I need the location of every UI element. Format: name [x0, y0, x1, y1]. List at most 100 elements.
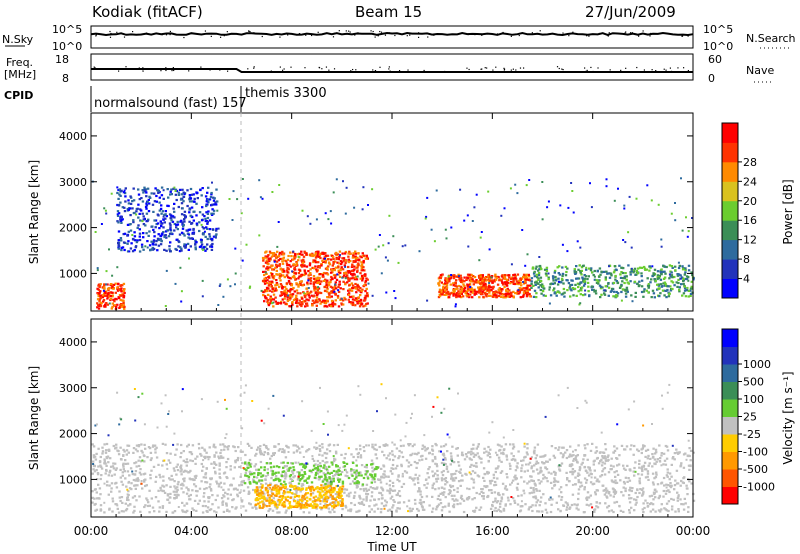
- heatmap-cell: [470, 287, 473, 290]
- heatmap-cell: [117, 288, 121, 291]
- heatmap-cell: [608, 265, 610, 268]
- heatmap-cell: [475, 279, 478, 282]
- heatmap-cell: [314, 299, 317, 302]
- heatmap-cell: [153, 219, 156, 222]
- heatmap-cell: [364, 487, 368, 490]
- nave-dot: [142, 67, 144, 69]
- heatmap-cell: [541, 461, 544, 464]
- heatmap-cell: [205, 467, 208, 470]
- heatmap-cell: [444, 443, 448, 446]
- heatmap-cell: [622, 494, 625, 497]
- heatmap-cell: [601, 484, 604, 487]
- heatmap-cell: [655, 473, 658, 476]
- heatmap-cell: [598, 267, 602, 270]
- nsearch-dot: [614, 32, 617, 34]
- heatmap-cell: [287, 264, 290, 267]
- heatmap-cell: [348, 301, 351, 304]
- heatmap-cell: [362, 305, 365, 308]
- heatmap-cell: [531, 267, 534, 270]
- heatmap-cell: [552, 277, 555, 280]
- heatmap-cell: [97, 447, 100, 450]
- heatmap-cell: [365, 497, 368, 500]
- heatmap-cell: [625, 288, 629, 291]
- nave-dot: [283, 68, 285, 70]
- heatmap-cell: [326, 266, 329, 269]
- heatmap-cell: [361, 279, 364, 282]
- heatmap-cell: [306, 215, 309, 218]
- nave-dot: [226, 70, 229, 72]
- heatmap-cell: [442, 283, 445, 286]
- heatmap-cell: [633, 474, 636, 477]
- heatmap-cell: [333, 290, 336, 293]
- heatmap-cell: [274, 253, 277, 256]
- heatmap-cell: [495, 276, 499, 279]
- heatmap-cell: [282, 270, 286, 273]
- heatmap-cell: [347, 261, 350, 264]
- cpid-segment-normalsound: normalsound (fast) 157: [94, 96, 247, 111]
- heatmap-cell: [322, 271, 326, 275]
- heatmap-cell: [175, 496, 178, 499]
- heatmap-cell: [456, 447, 459, 450]
- heatmap-cell: [117, 282, 120, 285]
- heatmap-cell: [676, 491, 679, 494]
- heatmap-cell: [285, 262, 289, 265]
- heatmap-cell: [331, 277, 334, 280]
- heatmap-cell: [116, 191, 119, 195]
- nave-dot: [515, 69, 517, 71]
- heatmap-cell: [677, 261, 680, 264]
- heatmap-cell: [692, 277, 695, 280]
- heatmap-cell: [177, 205, 180, 209]
- heatmap-cell: [536, 462, 540, 465]
- heatmap-cell: [165, 236, 168, 239]
- heatmap-cell: [667, 489, 670, 492]
- heatmap-cell: [293, 475, 296, 478]
- heatmap-cell: [266, 298, 269, 302]
- heatmap-cell: [534, 283, 537, 286]
- heatmap-cell: [173, 229, 176, 232]
- heatmap-cell: [194, 476, 197, 479]
- heatmap-cell: [657, 283, 660, 286]
- heatmap-cell: [529, 486, 533, 489]
- heatmap-cell: [689, 287, 693, 290]
- heatmap-cell: [222, 472, 226, 475]
- heatmap-cell: [613, 501, 616, 504]
- heatmap-cell: [310, 254, 314, 257]
- heatmap-cell: [201, 213, 205, 216]
- heatmap-cell: [126, 234, 129, 237]
- heatmap-cell: [681, 265, 684, 268]
- heatmap-cell: [131, 200, 134, 203]
- heatmap-cell: [646, 457, 649, 460]
- heatmap-cell: [272, 275, 276, 278]
- heatmap-cell: [674, 479, 677, 482]
- heatmap-cell: [571, 287, 575, 290]
- heatmap-cell: [233, 446, 236, 449]
- heatmap-cell: [356, 286, 359, 289]
- heatmap-cell: [607, 492, 611, 495]
- heatmap-cell: [312, 259, 315, 262]
- heatmap-cell: [327, 507, 330, 510]
- heatmap-cell: [500, 496, 503, 499]
- heatmap-cell: [418, 250, 421, 253]
- heatmap-cell: [291, 270, 294, 273]
- heatmap-cell: [442, 287, 445, 290]
- heatmap-cell: [288, 281, 291, 284]
- heatmap-cell: [407, 465, 410, 468]
- heatmap-cell: [517, 288, 520, 291]
- heatmap-cell: [175, 223, 178, 226]
- heatmap-cell: [588, 468, 591, 471]
- nsearch-dot: [625, 31, 627, 33]
- heatmap-cell: [510, 295, 513, 298]
- heatmap-cell: [120, 287, 123, 290]
- heatmap-cell: [663, 276, 667, 279]
- nsearch-dot: [481, 34, 483, 36]
- heatmap-cell: [176, 488, 179, 492]
- heatmap-cell: [556, 290, 559, 293]
- heatmap-cell: [365, 302, 368, 306]
- heatmap-cell: [192, 219, 195, 222]
- heatmap-cell: [505, 280, 508, 283]
- heatmap-cell: [146, 240, 149, 243]
- heatmap-cell: [127, 444, 131, 447]
- heatmap-cell: [520, 494, 523, 497]
- heatmap-cell: [216, 200, 219, 203]
- heatmap-cell: [198, 499, 201, 502]
